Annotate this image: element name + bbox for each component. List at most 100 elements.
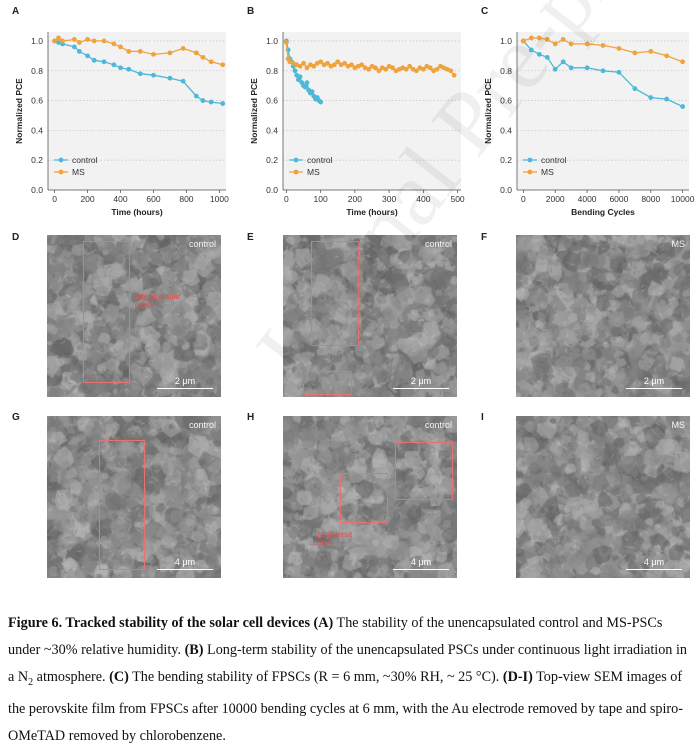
caption-part-b-text-2: atmosphere. (36, 669, 106, 685)
data-point-MS (284, 40, 289, 45)
x-tick-label: 100 (314, 194, 328, 204)
data-point-control (648, 95, 654, 100)
scale-bar: 4 μm (626, 557, 682, 570)
y-tick-label: 0.8 (31, 66, 43, 76)
legend-label: control (307, 155, 333, 165)
scale-bar-label: 4 μm (410, 557, 432, 567)
panel-letter-a: A (12, 6, 20, 17)
data-point-MS (434, 66, 440, 72)
data-point-MS (420, 66, 426, 72)
data-point-MS (167, 50, 173, 56)
data-point-control (680, 104, 686, 109)
data-point-MS (376, 68, 382, 74)
x-tick-label: 600 (146, 194, 160, 204)
scale-bar: 4 μm (157, 557, 213, 570)
figure-caption: Figure 6. Tracked stability of the solar… (8, 610, 692, 750)
data-point-control (528, 47, 534, 53)
data-point-control (76, 48, 82, 54)
crack-box (395, 442, 453, 500)
caption-part-b-label: (B) (184, 642, 204, 658)
data-point-control (193, 93, 199, 99)
y-axis-label: Normalized PCE (483, 78, 493, 144)
x-tick-label: 1000 (210, 194, 229, 204)
data-point-control (560, 59, 566, 65)
crack-label-line-1: Intergranular (135, 292, 181, 301)
data-point-control (568, 65, 574, 71)
data-point-MS (180, 45, 186, 51)
data-point-MS (111, 41, 117, 47)
y-tick-label: 0.4 (500, 125, 512, 135)
data-point-control (111, 62, 117, 68)
data-point-MS (151, 51, 156, 57)
x-tick-label: 2000 (546, 194, 565, 204)
data-point-control (91, 57, 97, 63)
sem-texture (516, 416, 690, 578)
y-tick-label: 0.6 (266, 96, 278, 106)
scale-bar: 2 μm (393, 376, 449, 389)
y-tick-label: 1.0 (500, 36, 512, 46)
data-point-MS (373, 65, 378, 71)
chart-panel-c: 0.0 0.2 0.4 0.6 0.8 1.0 0 2000 4000 6000 8000 10000… (483, 32, 695, 217)
caption-part-di-text: Top-view SEM images of the perovskite fi… (8, 669, 683, 744)
y-tick-label: 0.6 (31, 96, 43, 106)
x-axis-label: Time (hours) (111, 207, 162, 217)
caption-part-c-text: The bending stability of FPSCs (R = 6 mm… (132, 669, 500, 685)
data-point-MS (200, 54, 206, 60)
caption-part-a-label: (A) (313, 615, 334, 631)
x-tick-label: 10000 (671, 194, 695, 204)
y-tick-label: 0.0 (266, 185, 278, 195)
data-point-MS (297, 63, 303, 69)
data-point-MS (208, 59, 214, 65)
data-point-MS (220, 62, 226, 68)
data-point-MS (304, 65, 310, 71)
data-point-control (584, 65, 590, 71)
panel-letter-c: C (481, 6, 489, 17)
data-point-MS (407, 63, 413, 69)
crack-label-line-1: Transverse (313, 530, 353, 539)
data-point-MS (126, 48, 132, 54)
data-point-MS (427, 65, 433, 71)
data-point-control (544, 54, 550, 60)
data-point-MS (342, 60, 348, 66)
data-point-control (552, 66, 558, 72)
legend-marker (527, 169, 533, 175)
legend-label: MS (541, 167, 554, 177)
data-point-MS (56, 35, 61, 41)
panel-letter-e: E (247, 232, 254, 243)
data-point-control (118, 65, 123, 71)
data-point-MS (600, 43, 606, 48)
y-tick-label: 0.4 (31, 125, 43, 135)
sem-texture (283, 235, 457, 397)
x-tick-label: 200 (348, 194, 362, 204)
legend-marker (293, 169, 299, 175)
sem-texture (47, 416, 221, 578)
x-tick-label: 0 (284, 194, 289, 204)
sem-image-f: MS 2 μm (516, 235, 690, 397)
scale-bar: 4 μm (393, 557, 449, 570)
data-point-MS (325, 60, 330, 66)
data-point-control (101, 59, 107, 65)
x-tick-label: 200 (80, 194, 94, 204)
data-point-MS (71, 37, 77, 42)
data-point-control (167, 75, 173, 81)
data-point-control (151, 72, 156, 78)
data-point-control (71, 44, 77, 50)
sem-image-i: MS 4 μm (516, 416, 690, 578)
sem-image-d: Intergranular crack control 2 μm (47, 235, 221, 397)
data-point-MS (664, 53, 670, 59)
legend-marker (58, 157, 64, 163)
data-point-MS (52, 38, 57, 44)
y-tick-label: 0.4 (266, 125, 278, 135)
data-point-MS (544, 37, 550, 42)
data-point-MS (451, 72, 457, 78)
data-point-MS (414, 68, 419, 74)
y-axis-label: Normalized PCE (14, 78, 24, 144)
data-point-MS (101, 38, 107, 44)
data-point-control (297, 74, 303, 80)
data-point-MS (403, 66, 409, 72)
scale-bar-label: 4 μm (643, 557, 665, 567)
data-point-MS (335, 59, 341, 65)
legend-marker (527, 157, 533, 163)
data-point-control (56, 40, 61, 45)
caption-part-di-label: (D-I) (502, 669, 533, 685)
